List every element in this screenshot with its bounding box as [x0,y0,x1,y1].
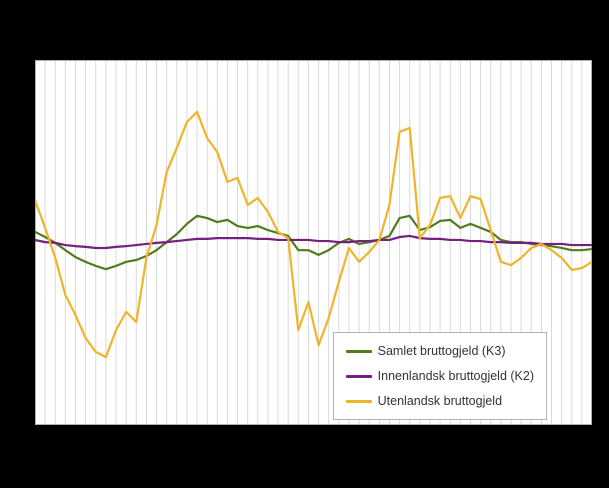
legend-item-samlet-bruttogjeld-k3[interactable]: Samlet bruttogjeld (K3) [345,343,534,359]
plot-border [35,60,592,425]
legend-item-utenlandsk-bruttogjeld[interactable]: Utenlandsk bruttogjeld [345,393,534,409]
series-line-2 [35,110,592,359]
series-line-swatch-utenlandsk [345,399,372,403]
legend-label-utenlandsk: Utenlandsk bruttogjeld [377,394,503,408]
legend-label-k2: Innenlandsk bruttogjeld (K2) [377,369,534,383]
series-line-1 [35,234,592,250]
legend: Samlet bruttogjeld (K3) Innenlandsk brut… [332,332,547,420]
legend-label-k3: Samlet bruttogjeld (K3) [377,344,506,358]
legend-item-innenlandsk-bruttogjeld-k2[interactable]: Innenlandsk bruttogjeld (K2) [345,368,534,384]
series-line-swatch-k3 [345,349,372,353]
plot-area: Samlet bruttogjeld (K3) Innenlandsk brut… [35,60,592,425]
series-line-0 [35,214,592,271]
series-line-swatch-k2 [345,374,372,378]
